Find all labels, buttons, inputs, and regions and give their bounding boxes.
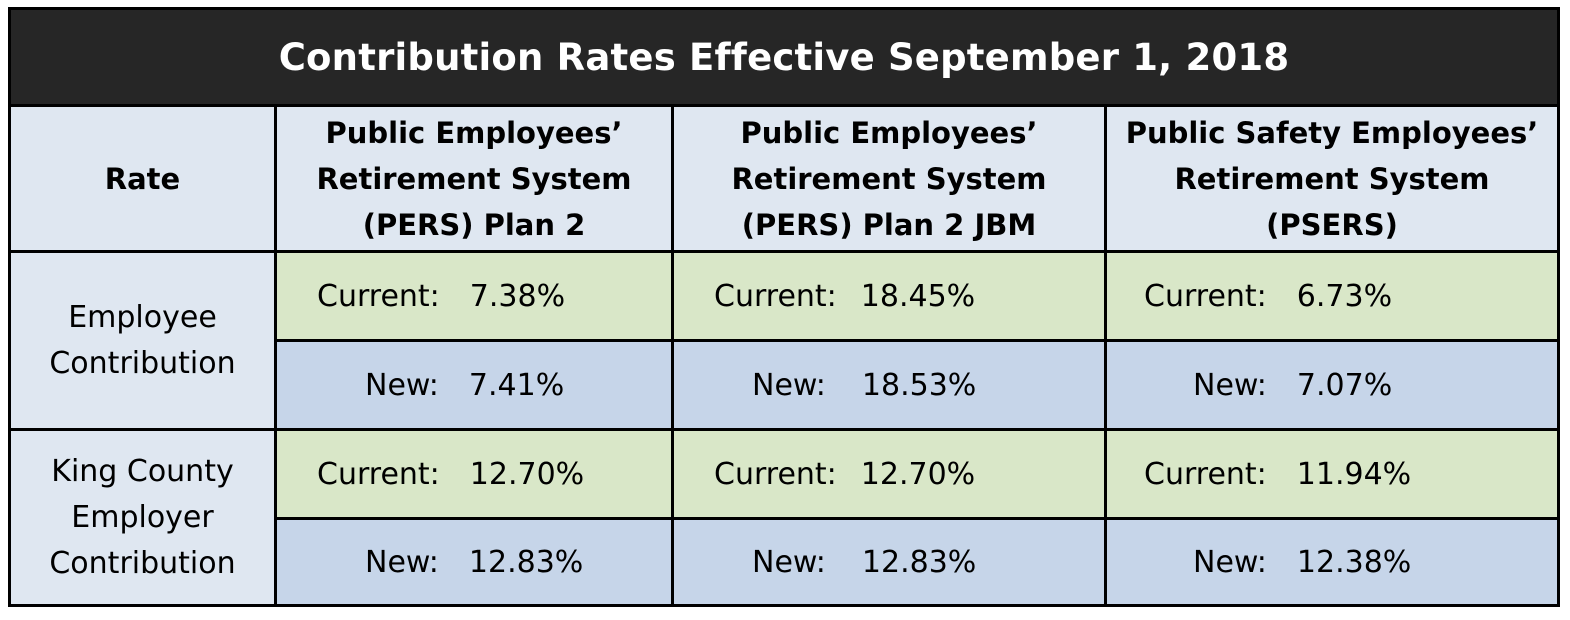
employee-new-pers2-jbm: New: 18.53% <box>674 342 1104 428</box>
row-label-employer-contribution: King County Employer Contribution <box>11 431 274 604</box>
employer-current-psers: Current: 11.94% <box>1107 431 1557 517</box>
employee-current-pers2-jbm: Current: 18.45% <box>674 253 1104 339</box>
current-value: 12.70% <box>860 456 976 492</box>
current-label: Current: <box>317 278 440 314</box>
row-label-line: Contribution <box>49 545 236 581</box>
new-label: New: <box>365 367 439 403</box>
new-label: New: <box>365 544 439 580</box>
new-value: 12.38% <box>1296 544 1412 580</box>
current-label: Current: <box>714 278 837 314</box>
row-label-line: Employer <box>71 499 214 535</box>
employee-new-psers: New: 7.07% <box>1107 342 1557 428</box>
header-line: Public Safety Employees’ <box>1125 115 1539 150</box>
current-value: 7.38% <box>469 278 566 314</box>
current-value: 12.70% <box>469 456 585 492</box>
current-value: 6.73% <box>1296 278 1393 314</box>
header-psers: Public Safety Employees’ Retirement Syst… <box>1107 107 1557 250</box>
header-line: Retirement System <box>1174 161 1490 196</box>
current-label: Current: <box>714 456 837 492</box>
header-line: Public Employees’ <box>325 115 623 150</box>
employer-new-pers2: New: 12.83% <box>277 520 671 604</box>
current-value: 11.94% <box>1296 456 1412 492</box>
row-label-line: Employee <box>68 299 217 335</box>
new-label: New: <box>752 367 826 403</box>
employee-current-pers2: Current: 7.38% <box>277 253 671 339</box>
header-line: (PSERS) <box>1266 207 1398 242</box>
new-value: 12.83% <box>468 544 584 580</box>
new-value: 7.07% <box>1296 367 1393 403</box>
employer-new-pers2-jbm: New: 12.83% <box>674 520 1104 604</box>
header-line: Public Employees’ <box>740 115 1038 150</box>
row-label-employee-contribution: Employee Contribution <box>11 253 274 428</box>
employer-new-psers: New: 12.38% <box>1107 520 1557 604</box>
new-value: 12.83% <box>861 544 977 580</box>
new-value: 7.41% <box>468 367 565 403</box>
employer-current-pers2-jbm: Current: 12.70% <box>674 431 1104 517</box>
new-label: New: <box>752 544 826 580</box>
new-value: 18.53% <box>861 367 977 403</box>
employer-current-pers2: Current: 12.70% <box>277 431 671 517</box>
current-label: Current: <box>1144 456 1267 492</box>
current-label: Current: <box>317 456 440 492</box>
employee-current-psers: Current: 6.73% <box>1107 253 1557 339</box>
contribution-rates-table: Contribution Rates Effective September 1… <box>8 7 1560 607</box>
current-label: Current: <box>1144 278 1267 314</box>
header-line: Retirement System <box>316 161 632 196</box>
header-rate-label: Rate <box>104 161 181 196</box>
employee-new-pers2: New: 7.41% <box>277 342 671 428</box>
new-label: New: <box>1193 544 1267 580</box>
header-pers-plan-2-jbm: Public Employees’ Retirement System (PER… <box>674 107 1104 250</box>
current-value: 18.45% <box>860 278 976 314</box>
header-pers-plan-2: Public Employees’ Retirement System (PER… <box>277 107 671 250</box>
header-rate: Rate <box>11 107 274 250</box>
row-label-line: Contribution <box>49 345 236 381</box>
table-title: Contribution Rates Effective September 1… <box>11 10 1557 104</box>
header-line: Retirement System <box>731 161 1047 196</box>
header-line: (PERS) Plan 2 JBM <box>741 207 1037 242</box>
row-label-line: King County <box>51 453 234 489</box>
new-label: New: <box>1193 367 1267 403</box>
header-line: (PERS) Plan 2 <box>362 207 586 242</box>
